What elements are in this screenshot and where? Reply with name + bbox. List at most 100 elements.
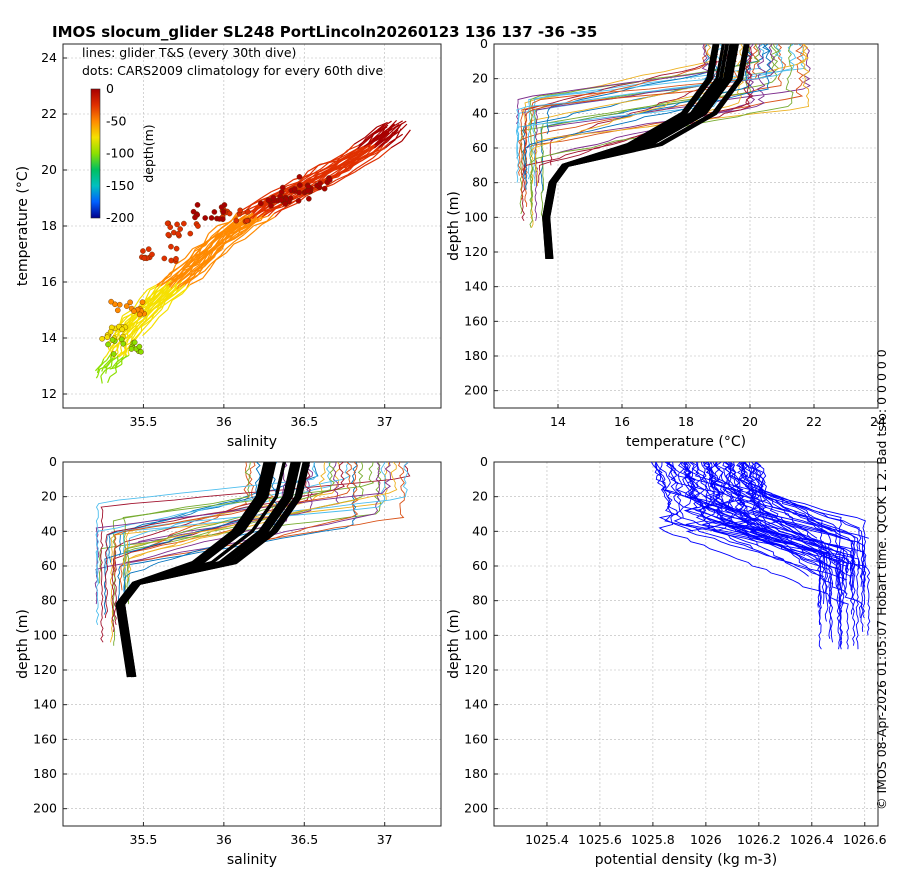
glider-ts-line [283,179,294,187]
glider-ts-line [100,375,103,384]
glider-ts-line [127,332,132,340]
y-tick-label: 200 [464,801,488,816]
glider-ts-line [103,359,107,363]
glider-profile-line [138,462,340,543]
glider-ts-line [335,174,349,181]
density-profile-line [743,462,869,539]
glider-ts-line [340,153,354,162]
glider-ts-line [158,309,168,318]
climatology-profile-line [116,462,272,678]
glider-ts-line [124,318,135,325]
climatology-dot [211,209,218,215]
climatology-dot [237,207,243,214]
glider-ts-line [207,248,213,255]
glider-ts-line [168,275,179,286]
glider-ts-line [386,123,400,134]
glider-profile-line [104,462,345,619]
glider-ts-line [378,141,388,148]
glider-ts-line [244,225,254,235]
glider-ts-line [220,229,229,237]
glider-ts-line [202,267,212,279]
glider-ts-line [353,137,366,145]
glider-profile-line [122,462,398,570]
y-tick-label: 20 [472,489,488,504]
glider-ts-line [122,349,126,358]
glider-ts-line [174,258,191,271]
glider-ts-line [368,146,380,157]
glider-ts-line [161,280,172,290]
glider-ts-line [256,209,269,219]
glider-ts-line [212,234,222,243]
figure-title: IMOS slocum_glider SL248 PortLincoln2026… [52,23,597,41]
colorbar-tick-label: -100 [106,146,134,161]
glider-ts-line [199,254,209,263]
glider-ts-line [360,147,375,156]
colorbar-tick-label: -150 [106,178,134,193]
glider-ts-line [204,263,212,272]
climatology-dot [208,215,215,221]
climatology-dot [136,311,143,318]
y-tick-label: 40 [41,523,57,538]
glider-ts-line [186,258,197,267]
x-tick-label: 1026.6 [843,832,887,847]
glider-ts-line [204,242,213,253]
glider-ts-line [192,243,205,250]
y-tick-label: 18 [41,218,57,233]
y-tick-label: 140 [33,697,57,712]
glider-ts-line [189,277,203,286]
y-tick-label: 60 [41,558,57,573]
glider-ts-line [253,220,268,227]
climatology-profile-line [542,44,717,260]
panel-temp_profile: 14 16 18 20 22 24 0 20 40 60 80 100 120 140 160 180 200 t… [446,36,886,450]
density-profile-line [716,462,823,608]
density-profile-line [654,462,849,650]
glider-ts-line [105,366,108,374]
y-tick-label: 0 [480,454,488,469]
glider-ts-line [177,269,188,280]
density-profile-line [708,462,871,636]
glider-ts-line [348,150,365,160]
density-profile-line [702,462,751,536]
glider-ts-line [152,308,163,320]
glider-ts-line [302,178,317,185]
climatology-dot [297,182,303,188]
glider-ts-line [223,238,235,245]
glider-profile-line [111,462,311,632]
glider-ts-line [325,179,337,187]
y-tick-label: 0 [480,36,488,51]
glider-ts-line [357,137,367,149]
glider-ts-line [388,119,398,129]
glider-profile-line [550,44,756,156]
plot-frame [62,43,442,409]
glider-ts-line [181,273,191,281]
density-profile-line [754,462,853,591]
glider-ts-line [366,131,377,141]
glider-ts-line [133,298,141,310]
glider-ts-line [176,274,185,284]
glider-ts-line [170,278,179,289]
glider-ts-line [109,366,117,370]
plot-area [94,462,411,678]
glider-ts-line [141,319,152,332]
glider-ts-line [184,275,198,285]
glider-ts-line [193,268,200,277]
glider-ts-line [317,160,331,167]
glider-ts-line [109,343,115,351]
density-profile-line [723,462,806,557]
glider-profile-line [119,462,319,556]
climatology-dot [177,226,183,232]
glider-ts-line [312,170,321,180]
glider-ts-line [118,350,127,358]
glider-ts-line [376,124,389,133]
glider-profile-line [532,44,765,187]
glider-ts-line [171,293,183,301]
glider-ts-line [356,157,374,169]
glider-ts-line [385,139,396,149]
climatology-dot [282,201,289,207]
glider-profile-line [126,462,335,605]
climatology-profile-line [545,44,739,260]
glider-ts-line [201,237,213,248]
climatology-dot [104,334,111,340]
glider-profile-line [546,44,771,135]
glider-profile-line [534,44,776,221]
